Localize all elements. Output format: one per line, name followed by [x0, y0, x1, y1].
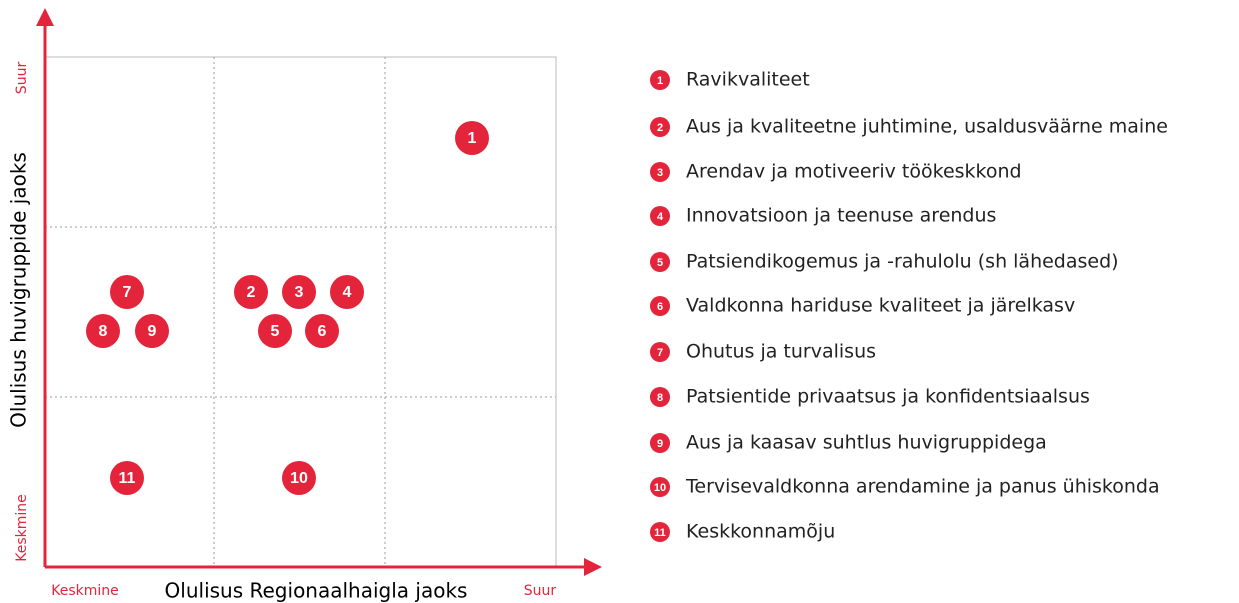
legend-label: Tervisevaldkonna arendamine ja panus ühi… — [685, 476, 1160, 498]
legend-label: Innovatsioon ja teenuse arendus — [686, 205, 996, 227]
bubble — [86, 314, 120, 348]
bubble-number: 2 — [247, 284, 256, 301]
legend-number: 4 — [657, 211, 664, 223]
bubble — [305, 314, 339, 348]
bubble-number: 11 — [119, 470, 136, 487]
bubble — [282, 461, 316, 495]
legend-number: 11 — [654, 527, 666, 539]
legend-marker — [650, 387, 670, 407]
legend-label: Ohutus ja turvalisus — [686, 341, 876, 363]
bubble-number: 10 — [290, 470, 308, 487]
bubble-number: 7 — [123, 284, 132, 301]
y-arrow — [36, 8, 54, 26]
x-title: Olulisus Regionaalhaigla jaoks — [165, 579, 468, 603]
bubble — [135, 314, 169, 348]
y-high: Suur — [14, 62, 30, 95]
bubble — [282, 275, 316, 309]
bubble — [330, 275, 364, 309]
bubble-number: 9 — [148, 323, 157, 340]
bubble — [455, 121, 489, 155]
bubble-number: 1 — [468, 130, 477, 147]
bubble-number: 5 — [271, 323, 280, 340]
legend-marker — [650, 162, 670, 182]
legend-label: Arendav ja motiveeriv töökeskkond — [686, 161, 1022, 183]
y-title: Olulisus huvigruppide jaoks — [7, 152, 31, 428]
legend-number: 5 — [657, 257, 663, 269]
legend-label: Ravikvaliteet — [686, 69, 810, 91]
x-arrow — [584, 558, 602, 576]
legend-number: 9 — [657, 438, 663, 450]
legend-label: Patsientide privaatsus ja konfidentsiaal… — [686, 386, 1090, 408]
legend-number: 10 — [654, 482, 666, 494]
bubble — [110, 461, 144, 495]
legend-marker — [650, 252, 670, 272]
legend-marker — [650, 70, 670, 90]
x-high: Suur — [524, 583, 557, 599]
legend-number: 7 — [657, 347, 663, 359]
legend-marker — [650, 522, 670, 542]
legend-label: Aus ja kaasav suhtlus huvigruppidega — [686, 432, 1047, 454]
legend-number: 1 — [657, 75, 663, 87]
legend-number: 2 — [657, 122, 663, 134]
legend-label: Valdkonna hariduse kvaliteet ja järelkas… — [686, 295, 1075, 317]
y-low: Keskmine — [14, 494, 30, 562]
legend-marker — [650, 296, 670, 316]
legend-marker — [650, 342, 670, 362]
grid — [45, 57, 556, 567]
bubble — [234, 275, 268, 309]
legend-marker — [650, 433, 670, 453]
bubble — [258, 314, 292, 348]
bubble-number: 4 — [343, 284, 352, 301]
legend-label: Aus ja kvaliteetne juhtimine, usaldusvää… — [686, 116, 1168, 138]
x-low: Keskmine — [51, 583, 119, 599]
legend-marker — [650, 117, 670, 137]
bubble-number: 6 — [318, 323, 327, 340]
legend-marker — [650, 477, 670, 497]
bubble-number: 3 — [295, 284, 304, 301]
bubble-number: 8 — [99, 323, 108, 340]
bubble — [110, 275, 144, 309]
legend-number: 3 — [657, 167, 663, 179]
legend-label: Patsiendikogemus ja -rahulolu (sh läheda… — [686, 251, 1119, 273]
legend-number: 8 — [657, 392, 663, 404]
legend-label: Keskkonnamõju — [686, 521, 835, 543]
legend-number: 6 — [657, 301, 663, 313]
legend-marker — [650, 206, 670, 226]
